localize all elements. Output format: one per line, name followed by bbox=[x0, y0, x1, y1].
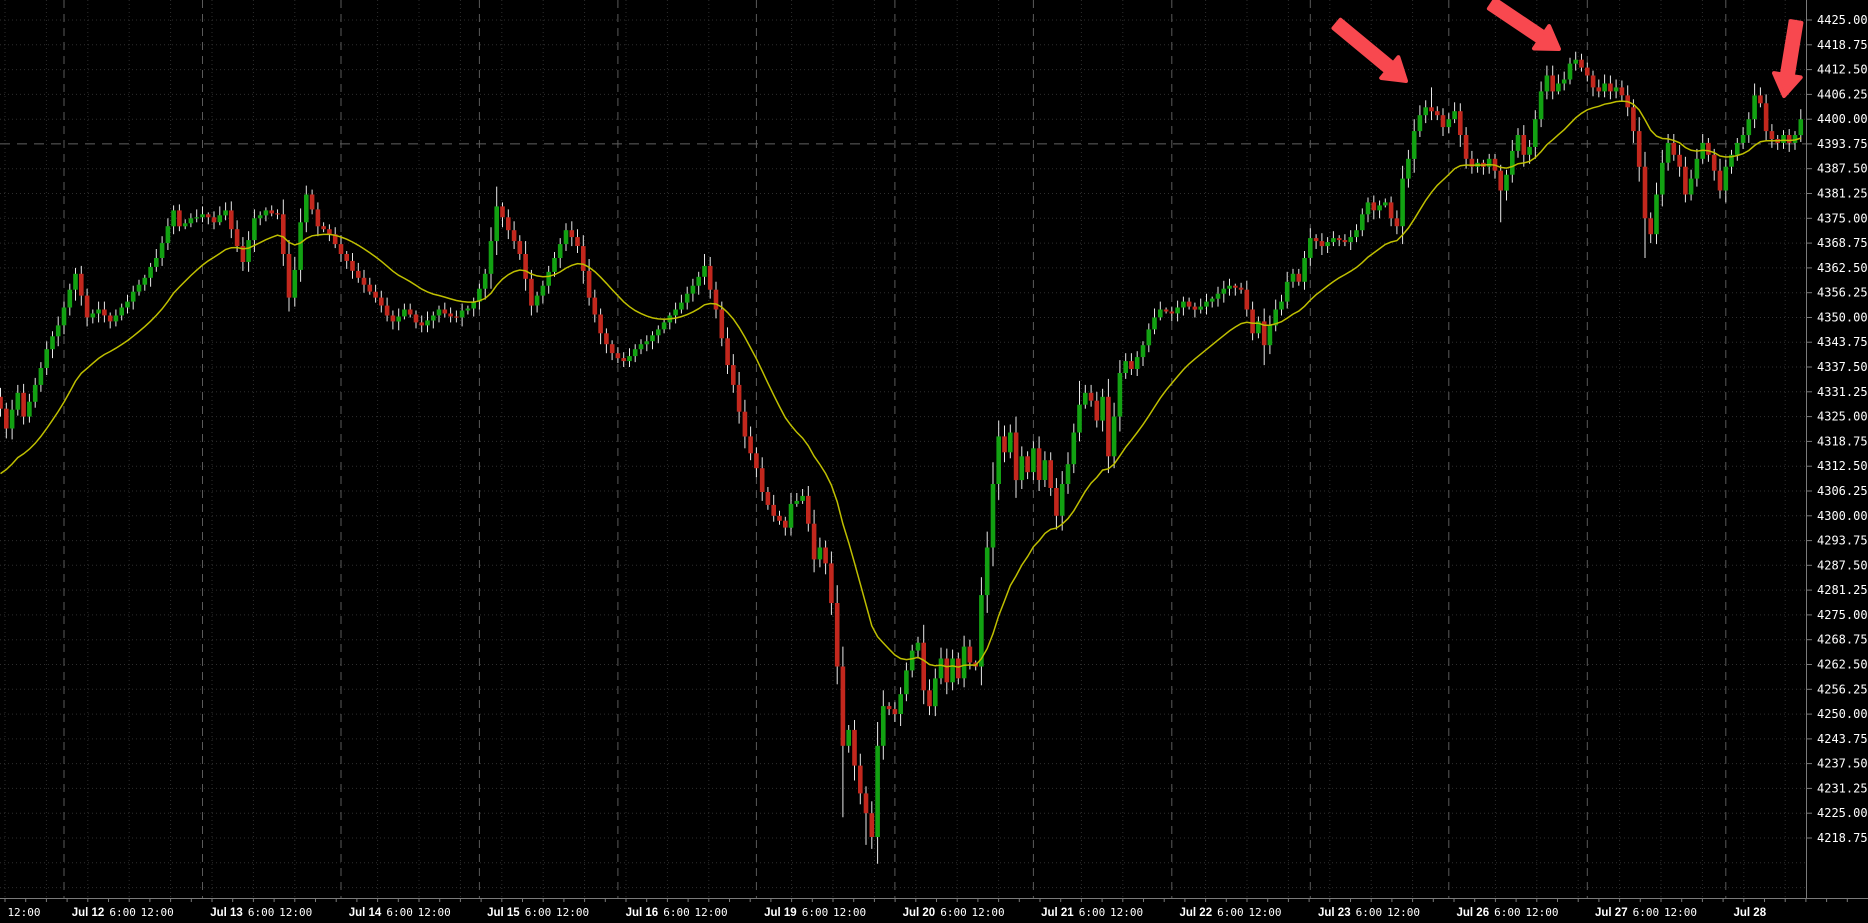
day-label: Jul 12 bbox=[72, 907, 105, 919]
time-label: 6:00 bbox=[1079, 906, 1106, 919]
price-label: 4406.25 bbox=[1817, 87, 1868, 101]
price-label: 4350.00 bbox=[1817, 311, 1868, 325]
day-label: Jul 23 bbox=[1318, 907, 1351, 919]
price-label: 4381.25 bbox=[1817, 187, 1868, 201]
price-label: 4312.50 bbox=[1817, 459, 1868, 473]
time-label: 12:00 bbox=[1664, 906, 1697, 919]
price-label: 4337.50 bbox=[1817, 360, 1868, 374]
day-label: Jul 27 bbox=[1595, 907, 1628, 919]
day-label: Jul 16 bbox=[626, 907, 659, 919]
price-axis[interactable]: 4425.00 4418.75 4412.50 4406.25 4400.00 4393.… bbox=[1806, 0, 1868, 923]
price-label: 4425.00 bbox=[1817, 13, 1868, 27]
down-arrow-annotation-3[interactable] bbox=[1772, 19, 1804, 98]
price-label: 4306.25 bbox=[1817, 484, 1868, 498]
price-label: 4250.00 bbox=[1817, 707, 1868, 721]
time-label: 12:00 bbox=[279, 906, 312, 919]
price-label: 4256.25 bbox=[1817, 682, 1868, 696]
day-label: Jul 13 bbox=[210, 907, 243, 919]
time-label: 6:00 bbox=[1217, 906, 1244, 919]
price-label: 4331.25 bbox=[1817, 385, 1868, 399]
price-label: 4293.75 bbox=[1817, 534, 1868, 548]
price-label: 4362.50 bbox=[1817, 261, 1868, 275]
price-grid bbox=[0, 19, 1806, 889]
price-label: 4237.50 bbox=[1817, 757, 1868, 771]
price-label: 4412.50 bbox=[1817, 63, 1868, 77]
down-arrow-annotation-2[interactable] bbox=[1486, 0, 1561, 51]
price-label: 4218.75 bbox=[1817, 831, 1868, 845]
time-label: 6:00 bbox=[1356, 906, 1383, 919]
time-label: 6:00 bbox=[1494, 906, 1521, 919]
time-label: 6:00 bbox=[663, 906, 690, 919]
price-label: 4387.50 bbox=[1817, 162, 1868, 176]
time-label: 12:00 bbox=[1525, 906, 1558, 919]
day-label: Jul 14 bbox=[349, 907, 382, 919]
price-label: 4287.50 bbox=[1817, 558, 1868, 572]
price-label: 4268.75 bbox=[1817, 633, 1868, 647]
price-label: 4231.25 bbox=[1817, 781, 1868, 795]
time-label: 6:00 bbox=[386, 906, 413, 919]
down-arrow-annotation-1[interactable] bbox=[1331, 17, 1408, 83]
day-label: Jul 15 bbox=[487, 907, 520, 919]
time-label: 12:00 bbox=[1110, 906, 1143, 919]
day-separators bbox=[63, 0, 1727, 898]
price-label: 4368.75 bbox=[1817, 236, 1868, 250]
day-label: Jul 21 bbox=[1041, 907, 1074, 919]
time-label: 6:00 bbox=[802, 906, 829, 919]
time-label: 6:00 bbox=[1633, 906, 1660, 919]
time-label: 12:00 bbox=[833, 906, 866, 919]
price-label: 4325.00 bbox=[1817, 410, 1868, 424]
price-label: 4275.00 bbox=[1817, 608, 1868, 622]
day-label: Jul 26 bbox=[1456, 907, 1489, 919]
candles-group bbox=[0, 51, 1804, 864]
price-label: 4262.50 bbox=[1817, 658, 1868, 672]
time-label: 12:00 bbox=[695, 906, 728, 919]
price-label: 4243.75 bbox=[1817, 732, 1868, 746]
time-axis[interactable]: 12:00 Jul 12 6:00 12:00 Jul 13 6:00 12:00 Jul 1… bbox=[0, 898, 1868, 923]
day-label: Jul 28 bbox=[1733, 907, 1766, 919]
price-label: 4400.00 bbox=[1817, 112, 1868, 126]
time-label: 12:00 bbox=[556, 906, 589, 919]
time-label: 12:00 bbox=[141, 906, 174, 919]
price-label: 4356.25 bbox=[1817, 286, 1868, 300]
price-label: 4300.00 bbox=[1817, 509, 1868, 523]
price-label: 4418.75 bbox=[1817, 38, 1868, 52]
day-label: Jul 19 bbox=[764, 907, 797, 919]
price-label: 4375.00 bbox=[1817, 211, 1868, 225]
time-label: 12:00 bbox=[1248, 906, 1281, 919]
arrow-annotations bbox=[1331, 0, 1804, 98]
time-label: 6:00 bbox=[109, 906, 136, 919]
time-label: 6:00 bbox=[248, 906, 275, 919]
time-label: 12:00 bbox=[972, 906, 1005, 919]
time-label: 6:00 bbox=[525, 906, 552, 919]
moving-average-line bbox=[0, 100, 1802, 668]
price-label: 4393.75 bbox=[1817, 137, 1868, 151]
price-label: 4343.75 bbox=[1817, 335, 1868, 349]
price-label: 4281.25 bbox=[1817, 583, 1868, 597]
day-label: Jul 20 bbox=[903, 907, 936, 919]
time-label: 12:00 bbox=[1387, 906, 1420, 919]
price-label: 4318.75 bbox=[1817, 434, 1868, 448]
time-label: 6:00 bbox=[940, 906, 967, 919]
price-label: 4225.00 bbox=[1817, 806, 1868, 820]
time-grid bbox=[4, 0, 1786, 898]
time-label: 12:00 bbox=[7, 906, 40, 919]
time-label: 12:00 bbox=[418, 906, 451, 919]
day-label: Jul 22 bbox=[1179, 907, 1212, 919]
